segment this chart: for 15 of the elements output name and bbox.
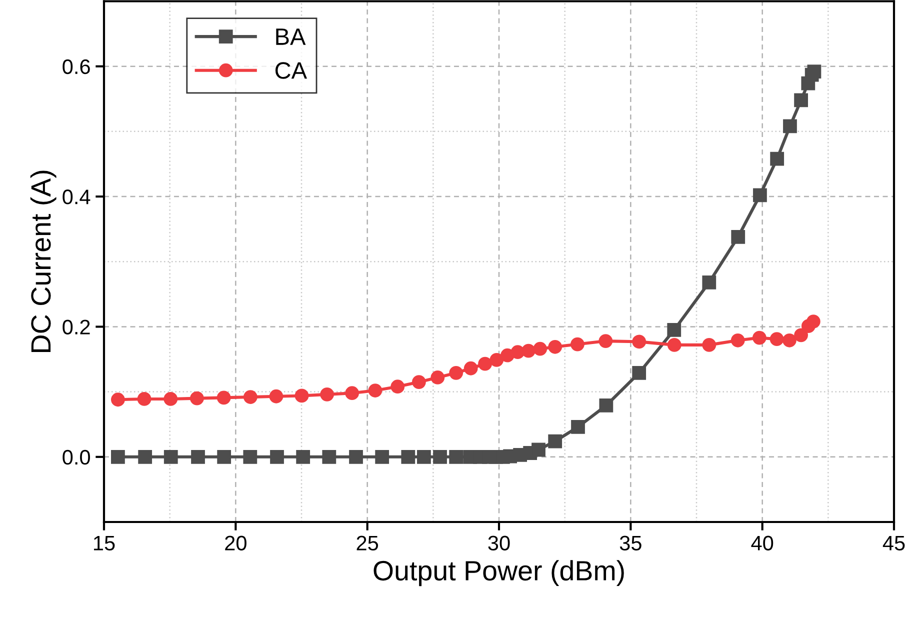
y-tick-label: 0.2 [62, 320, 90, 334]
x-tick-label: 45 [882, 536, 905, 550]
legend-label: BA [276, 28, 306, 45]
x-tick-label: 20 [225, 536, 246, 550]
x-tick-label: 40 [751, 536, 774, 550]
x-tick-label: 30 [488, 536, 510, 550]
y-tick-label: 0.4 [62, 190, 90, 204]
x-tick-label: 25 [356, 536, 378, 550]
y-tick-label: 0.0 [62, 450, 90, 465]
legend-label: CA [275, 62, 308, 79]
x-axis-title: Output Power (dBm) [374, 560, 624, 586]
x-tick-label: 15 [94, 536, 115, 550]
y-tick-label: 0.6 [62, 59, 90, 74]
y-axis-title: DC Current (A) [30, 170, 56, 352]
x-tick-label: 35 [620, 536, 642, 550]
